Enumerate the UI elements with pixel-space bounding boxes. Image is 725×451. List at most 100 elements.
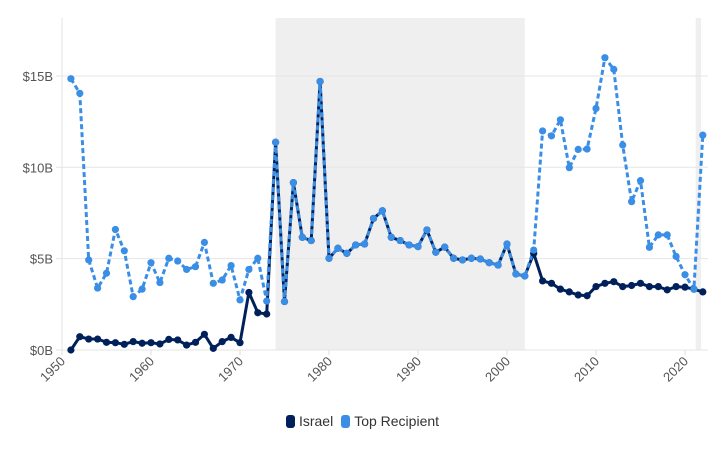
data-point-israel bbox=[111, 339, 119, 347]
data-point-israel bbox=[209, 344, 217, 352]
data-point-top-recipient bbox=[636, 177, 645, 185]
data-point-israel bbox=[601, 279, 609, 287]
data-point-top-recipient bbox=[628, 198, 636, 206]
data-point-israel bbox=[67, 346, 75, 354]
data-point-israel bbox=[120, 340, 128, 348]
data-point-top-recipient bbox=[263, 297, 271, 305]
data-point-top-recipient bbox=[565, 164, 573, 172]
x-tick-label: 1980 bbox=[304, 354, 335, 385]
data-point-israel bbox=[200, 330, 208, 338]
data-point-top-recipient bbox=[699, 131, 707, 139]
y-tick-label: $5B bbox=[30, 252, 53, 267]
x-tick-label: 2020 bbox=[660, 354, 691, 385]
data-point-top-recipient bbox=[334, 244, 342, 252]
data-point-israel bbox=[699, 288, 707, 296]
legend-item-top-recipient[interactable]: Top Recipient bbox=[341, 413, 439, 429]
data-point-top-recipient bbox=[405, 241, 413, 249]
data-point-top-recipient bbox=[663, 231, 671, 239]
data-point-top-recipient bbox=[280, 297, 289, 306]
data-point-top-recipient bbox=[147, 259, 155, 267]
data-point-israel bbox=[565, 288, 573, 296]
x-tick-label: 2000 bbox=[482, 354, 513, 385]
data-point-top-recipient bbox=[316, 77, 324, 86]
data-point-top-recipient bbox=[441, 243, 449, 251]
data-point-top-recipient bbox=[396, 236, 404, 245]
data-point-top-recipient bbox=[574, 145, 582, 153]
y-tick-label: $0B bbox=[30, 343, 53, 358]
data-point-top-recipient bbox=[645, 243, 654, 251]
data-point-israel bbox=[183, 341, 191, 349]
data-point-israel bbox=[654, 283, 662, 291]
data-point-israel bbox=[245, 288, 253, 297]
data-point-israel bbox=[236, 339, 244, 347]
data-point-israel bbox=[138, 339, 146, 347]
data-point-top-recipient bbox=[512, 270, 520, 278]
legend-item-israel[interactable]: Israel bbox=[285, 413, 333, 429]
data-point-top-recipient bbox=[120, 247, 128, 255]
data-point-israel bbox=[165, 335, 173, 344]
data-point-israel bbox=[547, 279, 556, 287]
data-point-israel bbox=[76, 333, 84, 341]
data-point-top-recipient bbox=[289, 179, 297, 187]
data-point-top-recipient bbox=[325, 254, 333, 262]
data-point-top-recipient bbox=[254, 254, 262, 262]
data-point-top-recipient bbox=[654, 231, 662, 239]
data-point-top-recipient bbox=[592, 104, 600, 113]
data-point-israel bbox=[218, 337, 226, 346]
data-point-israel bbox=[556, 285, 565, 293]
data-point-top-recipient bbox=[467, 254, 475, 262]
data-point-israel bbox=[102, 338, 111, 346]
data-point-top-recipient bbox=[111, 225, 119, 234]
data-point-israel bbox=[129, 337, 137, 346]
data-point-israel bbox=[681, 283, 689, 291]
data-point-israel bbox=[254, 309, 262, 317]
data-point-top-recipient bbox=[539, 127, 547, 135]
data-point-israel bbox=[592, 283, 600, 291]
x-tick-label: 1950 bbox=[37, 354, 68, 385]
data-point-israel bbox=[583, 292, 591, 300]
legend-label-top-recipient: Top Recipient bbox=[354, 413, 440, 429]
data-point-top-recipient bbox=[191, 263, 200, 271]
data-point-top-recipient bbox=[76, 89, 84, 97]
data-point-top-recipient bbox=[414, 242, 422, 251]
x-tick-label: 2010 bbox=[571, 354, 602, 385]
data-point-top-recipient bbox=[672, 252, 680, 261]
data-point-top-recipient bbox=[690, 285, 698, 293]
data-point-israel bbox=[539, 277, 547, 285]
data-point-top-recipient bbox=[601, 54, 609, 62]
data-point-israel bbox=[174, 336, 182, 344]
data-point-top-recipient bbox=[458, 256, 467, 264]
data-point-top-recipient bbox=[209, 279, 217, 287]
data-point-top-recipient bbox=[245, 265, 253, 274]
data-point-top-recipient bbox=[165, 254, 173, 262]
legend: Israel Top Recipient bbox=[0, 413, 725, 429]
shaded-period bbox=[695, 18, 702, 350]
data-point-israel bbox=[191, 338, 200, 346]
data-point-top-recipient bbox=[423, 226, 431, 234]
data-point-top-recipient bbox=[547, 132, 556, 140]
data-point-top-recipient bbox=[129, 293, 137, 301]
data-point-israel bbox=[574, 291, 582, 299]
y-tick-label: $10B bbox=[23, 160, 53, 175]
x-tick-label: 1970 bbox=[215, 354, 246, 385]
data-point-top-recipient bbox=[432, 248, 440, 256]
data-point-top-recipient bbox=[227, 261, 235, 270]
data-point-top-recipient bbox=[387, 233, 395, 241]
data-point-israel bbox=[263, 310, 271, 318]
data-point-top-recipient bbox=[681, 271, 689, 279]
data-point-top-recipient bbox=[610, 65, 618, 73]
data-point-israel bbox=[628, 281, 636, 290]
data-point-israel bbox=[156, 340, 164, 348]
data-point-israel bbox=[85, 335, 93, 343]
data-point-top-recipient bbox=[343, 249, 351, 257]
data-point-top-recipient bbox=[102, 269, 111, 277]
legend-swatch-top-recipient bbox=[341, 414, 351, 428]
data-point-top-recipient bbox=[521, 272, 529, 280]
x-tick-label: 1990 bbox=[393, 354, 424, 385]
data-point-top-recipient bbox=[450, 254, 458, 262]
data-point-israel bbox=[645, 283, 654, 291]
data-point-israel bbox=[636, 279, 645, 287]
data-point-top-recipient bbox=[485, 259, 493, 267]
data-point-top-recipient bbox=[174, 257, 182, 265]
data-point-top-recipient bbox=[530, 246, 538, 254]
